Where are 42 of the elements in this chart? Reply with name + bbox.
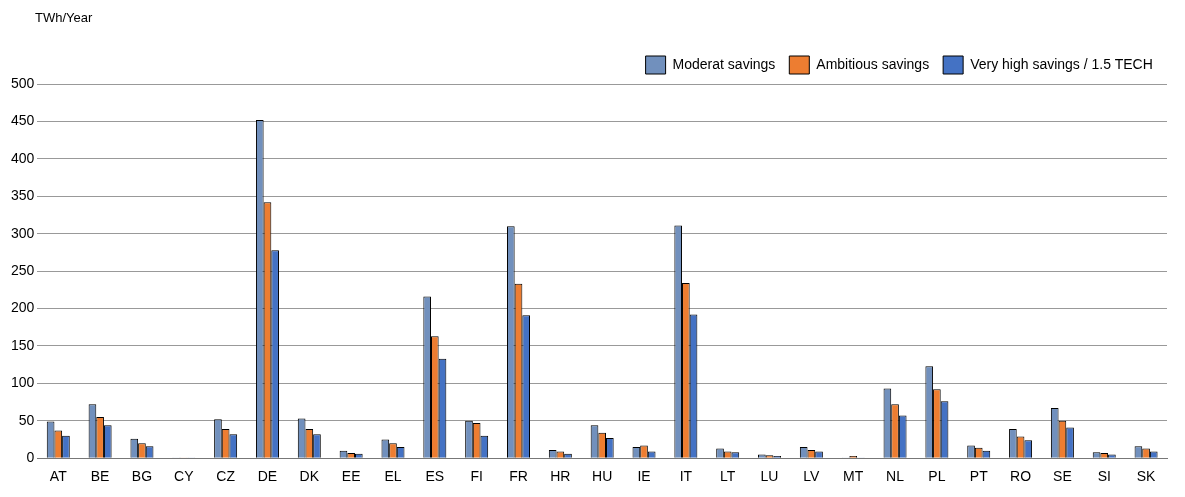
x-tick-label: CY — [174, 468, 195, 485]
legend-label: Moderat savings — [672, 55, 776, 72]
y-tick-label: 50 — [18, 411, 35, 428]
x-tick-label: SK — [1136, 468, 1157, 485]
x-tick-label: LV — [803, 468, 821, 485]
x-tick-label: LT — [720, 468, 736, 485]
x-tick-label: NL — [886, 468, 905, 485]
y-tick-label: 200 — [11, 299, 35, 316]
x-tick-label: RO — [1010, 468, 1032, 485]
x-tick-label: LU — [760, 468, 779, 485]
x-tick-label: IT — [679, 468, 693, 485]
y-tick-label: 150 — [11, 336, 35, 353]
x-tick-label: DE — [257, 468, 278, 485]
x-tick-label: MT — [843, 468, 864, 485]
x-tick-label: PT — [969, 468, 989, 485]
x-tick-label: PL — [928, 468, 946, 485]
y-tick-label: 300 — [11, 224, 35, 241]
y-tick-label: 100 — [11, 374, 35, 391]
x-tick-label: IE — [637, 468, 651, 485]
x-tick-label: SI — [1097, 468, 1111, 485]
y-tick-label: 250 — [11, 261, 35, 278]
x-tick-label: BE — [90, 468, 110, 485]
x-tick-label: CZ — [216, 468, 236, 485]
x-tick-label: FI — [470, 468, 483, 485]
y-tick-label: 350 — [11, 187, 35, 204]
x-tick-label: SE — [1053, 468, 1072, 485]
x-tick-label: HR — [550, 468, 571, 485]
x-tick-label: AT — [49, 468, 68, 485]
y-tick-label: 400 — [11, 149, 35, 166]
x-tick-label: DK — [299, 468, 320, 485]
x-tick-label: FR — [509, 468, 528, 485]
y-tick-label: 500 — [11, 74, 35, 91]
legend-label: Ambitious savings — [816, 55, 930, 72]
x-tick-label: BG — [131, 468, 153, 485]
y-axis-title: TWh/Year — [35, 10, 93, 26]
x-tick-label: EL — [384, 468, 402, 485]
x-tick-label: EE — [341, 468, 361, 485]
legend-label: Very high savings / 1.5 TECH — [970, 55, 1153, 72]
y-tick-label: 450 — [11, 112, 35, 129]
x-tick-label: ES — [425, 468, 445, 485]
x-tick-label: HU — [592, 468, 613, 485]
y-tick-label: 0 — [26, 449, 35, 466]
